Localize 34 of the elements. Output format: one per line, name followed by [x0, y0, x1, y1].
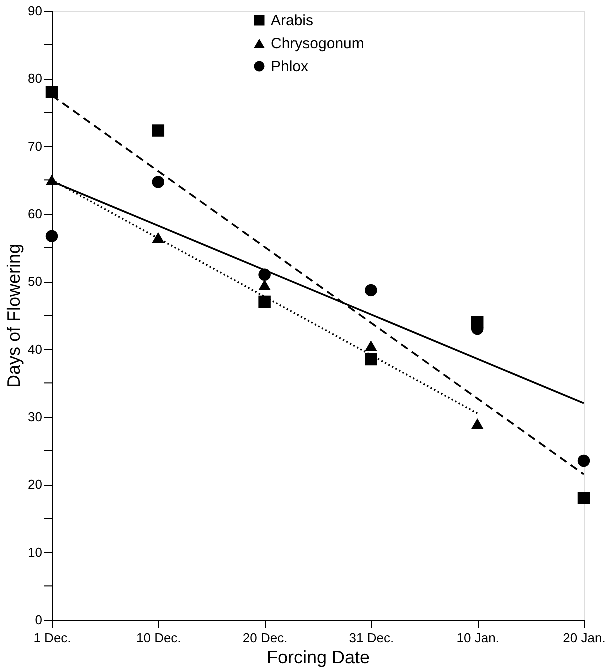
- point: [578, 454, 590, 468]
- y-tick-label: 80: [28, 71, 42, 86]
- point: [258, 296, 271, 308]
- y-tick-label: 50: [28, 274, 42, 290]
- point: [46, 230, 58, 242]
- y-tick-label: 60: [28, 206, 42, 222]
- x-axis-title: Forcing Date: [266, 648, 370, 668]
- x-tick-label: 20 Dec.: [242, 630, 288, 646]
- point: [46, 86, 58, 98]
- x-tick-label: 31 Dec.: [349, 630, 394, 646]
- y-tick-label: 10: [28, 544, 42, 560]
- y-tick-label: 90: [28, 4, 42, 18]
- y-tick-label: 20: [28, 477, 42, 492]
- x-tick-label: 20 Jan.: [563, 630, 606, 646]
- point: [578, 492, 590, 504]
- x-tick-label: 10 Dec.: [136, 630, 182, 646]
- y-tick-label: 0: [35, 612, 42, 628]
- y-tick-label: 30: [28, 410, 42, 424]
- point: [152, 232, 165, 243]
- x-tick-label: 10 Jan.: [456, 630, 500, 646]
- point: [258, 280, 271, 290]
- y-axis-title: Days of Flowering: [4, 244, 24, 388]
- point: [365, 353, 378, 366]
- y-tick-label: 40: [28, 342, 42, 357]
- legend-label: Arabis: [271, 12, 314, 30]
- y-tick-label: 70: [28, 138, 42, 154]
- point: [365, 340, 378, 352]
- point: [471, 418, 484, 430]
- point: [152, 124, 165, 137]
- x-tick-label: 1 Dec.: [34, 630, 72, 646]
- legend-label: Phlox: [271, 58, 310, 76]
- legend-label: Chrysogonum: [271, 36, 364, 52]
- point: [152, 176, 165, 188]
- point: [365, 284, 378, 297]
